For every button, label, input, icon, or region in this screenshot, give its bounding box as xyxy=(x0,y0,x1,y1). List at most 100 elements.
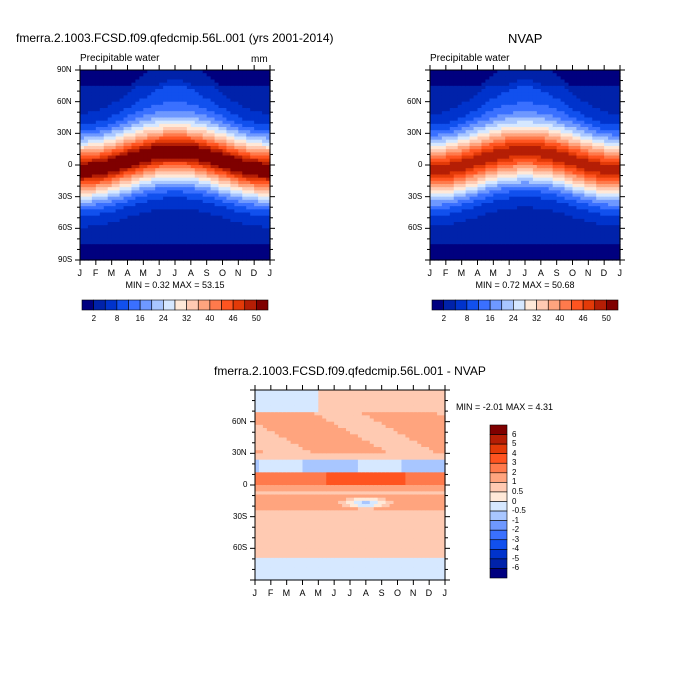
contour-cell xyxy=(509,82,514,87)
contour-cell xyxy=(473,79,479,84)
contour-cell xyxy=(167,139,172,144)
contour-cell xyxy=(135,225,140,229)
contour-cell xyxy=(167,85,172,90)
contour-cell xyxy=(175,234,180,239)
contour-cell xyxy=(560,206,566,210)
contour-cell xyxy=(151,152,156,157)
contour-cell xyxy=(441,114,447,119)
contour-cell xyxy=(513,253,518,258)
contour-cell xyxy=(481,70,487,74)
contour-cell xyxy=(525,250,530,255)
contour-cell xyxy=(262,127,267,131)
contour-cell xyxy=(119,237,125,242)
contour-cell xyxy=(481,218,487,223)
contour-cell xyxy=(91,89,97,93)
contour-cell xyxy=(441,206,447,210)
contour-cell xyxy=(123,222,129,226)
contour-cell xyxy=(182,73,188,77)
contour-cell xyxy=(536,168,542,172)
contour-cell xyxy=(95,184,101,188)
contour-cell xyxy=(123,155,129,160)
contour-cell xyxy=(266,168,271,172)
contour-cell xyxy=(445,256,451,261)
contour-cell xyxy=(115,247,121,252)
contour-cell xyxy=(123,149,129,153)
contour-cell xyxy=(457,225,463,229)
contour-cell xyxy=(505,168,510,172)
contour-cell xyxy=(250,206,255,210)
contour-cell xyxy=(509,222,514,226)
contour-cell xyxy=(437,114,443,119)
contour-cell xyxy=(473,73,479,77)
contour-cell xyxy=(95,180,101,185)
contour-cell xyxy=(206,117,212,122)
contour-cell xyxy=(186,95,192,100)
contour-cell xyxy=(171,203,176,207)
contour-cell xyxy=(178,256,184,261)
contour-cell xyxy=(441,222,447,226)
contour-cell xyxy=(186,152,192,157)
contour-cell xyxy=(123,244,129,248)
contour-cell xyxy=(159,120,164,125)
contour-cell xyxy=(115,237,121,242)
contour-cell xyxy=(501,228,506,233)
contour-cell xyxy=(457,196,463,201)
contour-cell xyxy=(238,104,243,109)
contour-cell xyxy=(234,85,239,90)
contour-cell xyxy=(501,73,506,77)
contour-cell xyxy=(481,108,487,112)
contour-cell xyxy=(477,228,483,233)
contour-cell xyxy=(155,123,160,128)
contour-cell xyxy=(80,206,85,210)
contour-cell xyxy=(135,104,140,109)
contour-cell xyxy=(461,108,467,112)
contour-cell xyxy=(262,139,267,144)
contour-cell xyxy=(234,187,239,191)
contour-cell xyxy=(139,184,144,188)
contour-cell xyxy=(194,127,200,131)
contour-cell xyxy=(143,158,148,163)
contour-cell xyxy=(560,101,566,106)
contour-cell xyxy=(222,177,228,182)
contour-cell xyxy=(489,244,494,248)
contour-cell xyxy=(552,203,558,207)
contour-cell xyxy=(477,256,483,261)
contour-cell xyxy=(194,111,200,115)
contour-cell xyxy=(143,139,148,144)
contour-cell xyxy=(87,209,93,214)
contour-cell xyxy=(246,111,251,115)
contour-cell xyxy=(437,231,443,236)
contour-cell xyxy=(151,73,156,77)
contour-cell xyxy=(143,196,148,201)
contour-cell xyxy=(536,222,542,226)
contour-cell xyxy=(473,76,479,81)
contour-cell xyxy=(210,146,216,150)
contour-cell xyxy=(131,206,137,210)
contour-cell xyxy=(103,231,109,236)
contour-cell xyxy=(521,161,526,166)
contour-cell xyxy=(513,89,518,93)
contour-cell xyxy=(107,92,113,96)
contour-cell xyxy=(266,101,271,106)
contour-cell xyxy=(473,247,479,252)
contour-cell xyxy=(254,101,259,106)
contour-cell xyxy=(123,130,129,134)
contour-cell xyxy=(540,95,546,100)
contour-cell xyxy=(222,155,228,160)
contour-cell xyxy=(198,101,204,106)
contour-cell xyxy=(107,149,113,153)
contour-cell xyxy=(246,76,251,81)
contour-cell xyxy=(481,104,487,109)
contour-cell xyxy=(556,70,562,74)
contour-cell xyxy=(190,139,196,144)
contour-cell xyxy=(501,127,506,131)
contour-cell xyxy=(222,184,228,188)
contour-cell xyxy=(242,101,247,106)
contour-cell xyxy=(151,203,156,207)
contour-cell xyxy=(159,85,164,90)
contour-cell xyxy=(445,158,451,163)
contour-cell xyxy=(528,139,534,144)
contour-cell xyxy=(83,108,89,112)
contour-cell xyxy=(99,158,105,163)
contour-cell xyxy=(509,237,514,242)
